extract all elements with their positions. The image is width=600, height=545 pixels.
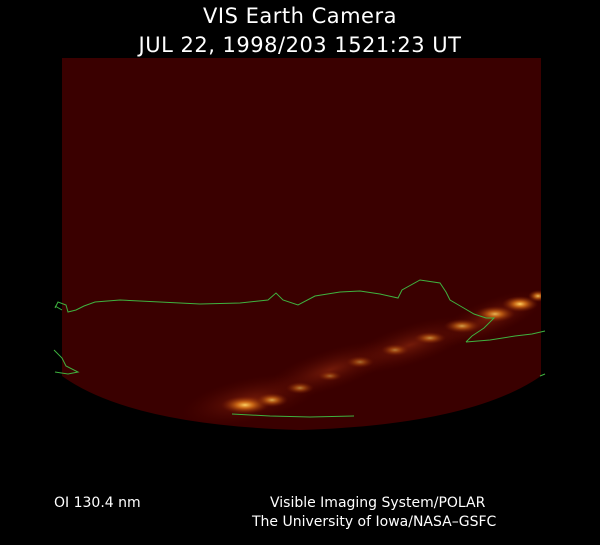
coastline-overlay	[53, 279, 546, 418]
image-timestamp: JUL 22, 1998/203 1521:23 UT	[138, 33, 462, 57]
institution-credit: The University of Iowa/NASA–GSFC	[252, 514, 497, 530]
instrument-credit: Visible Imaging System/POLAR	[270, 495, 486, 511]
filter-wavelength-label: OI 130.4 nm	[54, 495, 141, 511]
aurora-oval	[181, 290, 541, 426]
image-title: VIS Earth Camera	[203, 4, 397, 28]
